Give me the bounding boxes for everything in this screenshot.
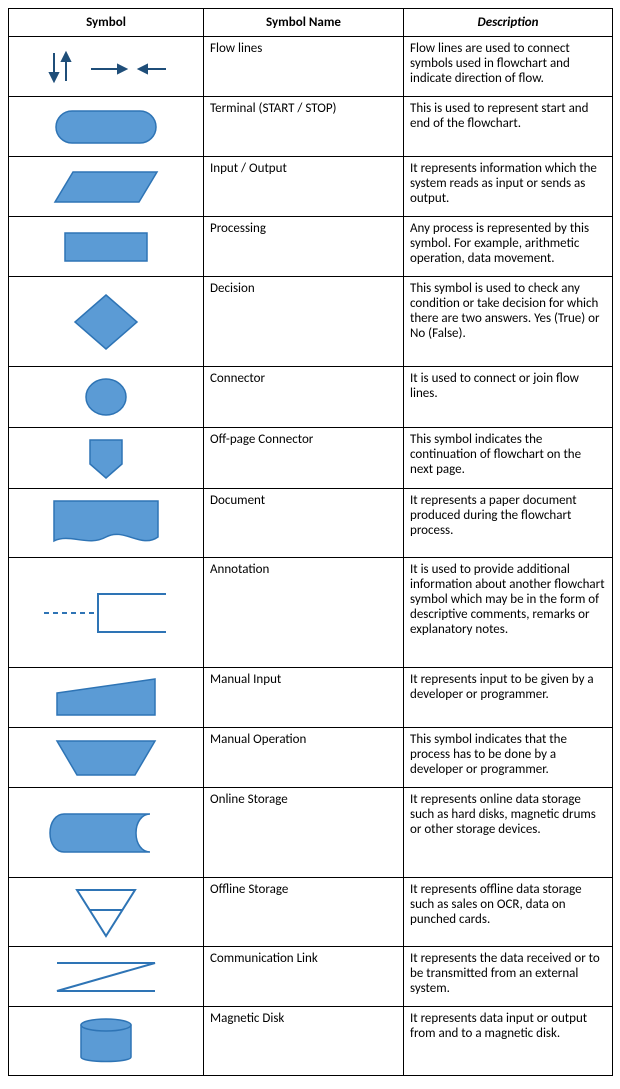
magnetic-disk-icon [71,1013,141,1069]
processing-icon [61,227,151,267]
table-row: Magnetic Disk It represents data input o… [9,1007,613,1076]
name-cell: Manual Operation [204,728,404,788]
symbol-cell [9,157,204,217]
symbol-cell [9,37,204,97]
input-output-icon [51,166,161,208]
table-row: Document It represents a paper document … [9,489,613,558]
symbol-cell [9,788,204,878]
table-header-row: Symbol Symbol Name Description [9,9,613,37]
symbol-cell [9,277,204,367]
symbol-cell [9,97,204,157]
name-cell: Annotation [204,558,404,668]
desc-cell: It represents the data received or to be… [404,947,613,1007]
name-cell: Input / Output [204,157,404,217]
flowchart-symbols-table: Symbol Symbol Name Description Flow line… [8,8,613,1076]
symbol-cell [9,728,204,788]
communication-link-icon [51,955,161,999]
header-symbol: Symbol [9,9,204,37]
name-cell: Flow lines [204,37,404,97]
table-row: Off-page Connector This symbol indicates… [9,428,613,489]
name-cell: Online Storage [204,788,404,878]
desc-cell: This symbol indicates that the process h… [404,728,613,788]
table-row: Manual Operation This symbol indicates t… [9,728,613,788]
document-icon [46,495,166,551]
table-row: Processing Any process is represented by… [9,217,613,277]
table-row: Connector It is used to connect or join … [9,367,613,428]
desc-cell: It represents input to be given by a dev… [404,668,613,728]
desc-cell: This symbol indicates the continuation o… [404,428,613,489]
table-row: Input / Output It represents information… [9,157,613,217]
decision-icon [71,291,141,353]
name-cell: Magnetic Disk [204,1007,404,1076]
header-desc: Description [404,9,613,37]
name-cell: Decision [204,277,404,367]
desc-cell: It represents online data storage such a… [404,788,613,878]
name-cell: Offline Storage [204,878,404,947]
table-row: Terminal (START / STOP) This is used to … [9,97,613,157]
symbol-cell [9,489,204,558]
symbol-cell [9,1007,204,1076]
symbol-cell [9,558,204,668]
name-cell: Communication Link [204,947,404,1007]
offline-storage-icon [71,884,141,940]
desc-cell: This is used to represent start and end … [404,97,613,157]
table-row: Offline Storage It represents offline da… [9,878,613,947]
table-row: Online Storage It represents online data… [9,788,613,878]
symbol-cell [9,947,204,1007]
desc-cell: It represents data input or output from … [404,1007,613,1076]
desc-cell: It represents a paper document produced … [404,489,613,558]
symbol-cell [9,428,204,489]
desc-cell: It is used to connect or join flow lines… [404,367,613,428]
flow-lines-icon [36,47,176,87]
table-row: Manual Input It represents input to be g… [9,668,613,728]
desc-cell: It represents offline data storage such … [404,878,613,947]
desc-cell: Flow lines are used to connect symbols u… [404,37,613,97]
manual-input-icon [51,675,161,721]
name-cell: Manual Input [204,668,404,728]
manual-operation-icon [51,735,161,781]
table-row: Communication Link It represents the dat… [9,947,613,1007]
name-cell: Connector [204,367,404,428]
symbol-cell [9,217,204,277]
online-storage-icon [46,808,166,858]
table-row: Annotation It is used to provide additio… [9,558,613,668]
connector-icon [81,373,131,421]
terminal-icon [51,106,161,148]
desc-cell: This symbol is used to check any conditi… [404,277,613,367]
name-cell: Processing [204,217,404,277]
symbol-cell [9,367,204,428]
table-row: Decision This symbol is used to check an… [9,277,613,367]
header-name: Symbol Name [204,9,404,37]
desc-cell: It is used to provide additional informa… [404,558,613,668]
annotation-icon [36,588,176,638]
offpage-connector-icon [82,434,130,482]
symbol-cell [9,878,204,947]
desc-cell: It represents information which the syst… [404,157,613,217]
symbol-cell [9,668,204,728]
name-cell: Off-page Connector [204,428,404,489]
name-cell: Document [204,489,404,558]
name-cell: Terminal (START / STOP) [204,97,404,157]
table-row: Flow lines Flow lines are used to connec… [9,37,613,97]
desc-cell: Any process is represented by this symbo… [404,217,613,277]
